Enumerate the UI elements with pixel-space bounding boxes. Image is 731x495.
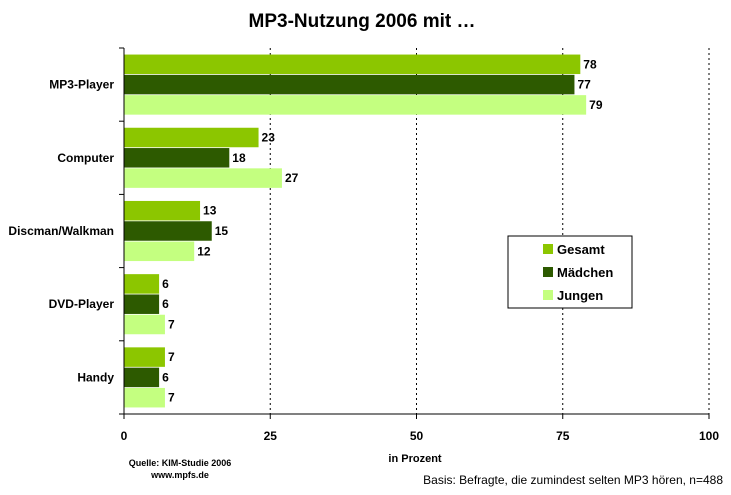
x-tick-label: 50	[410, 429, 424, 443]
bar	[124, 241, 195, 262]
bar	[124, 168, 282, 188]
bar	[124, 148, 230, 168]
source-line-1: Quelle: KIM-Studie 2006	[128, 458, 232, 468]
x-tick-label: 100	[699, 429, 719, 443]
data-label: 15	[215, 224, 229, 238]
bar	[124, 387, 165, 408]
bar	[124, 367, 160, 388]
data-label: 79	[589, 98, 603, 112]
chart-title: MP3-Nutzung 2006 mit …	[249, 11, 476, 32]
bar	[124, 274, 160, 294]
basis-note: Basis: Befragte, die zumindest selten MP…	[423, 473, 723, 487]
x-tick-label: 25	[264, 429, 278, 443]
legend-swatch	[543, 244, 553, 254]
legend-box	[507, 235, 633, 309]
data-label: 6	[162, 297, 169, 311]
legend-label: Jungen	[557, 288, 603, 303]
x-tick-label: 0	[121, 429, 128, 443]
data-label: 27	[285, 171, 299, 185]
bar	[124, 127, 259, 148]
bar	[124, 294, 160, 314]
data-label: 6	[162, 277, 169, 291]
data-label: 7	[168, 391, 175, 405]
data-label: 7	[168, 318, 175, 332]
category-label: DVD-Player	[49, 297, 115, 311]
data-label: 18	[232, 151, 246, 165]
data-label: 13	[203, 204, 217, 218]
data-label: 7	[168, 350, 175, 364]
legend-swatch	[543, 290, 553, 300]
data-label: 77	[577, 78, 591, 92]
x-tick-label: 75	[556, 429, 570, 443]
category-label: MP3-Player	[49, 78, 114, 92]
bar	[124, 347, 165, 367]
data-label: 23	[262, 131, 276, 145]
legend-label: Mädchen	[557, 265, 613, 280]
axes: 0 25 50 75 100 MP3-Player Computer Discman/Walk…	[8, 47, 719, 443]
legend-label: Gesamt	[557, 242, 605, 257]
source-note: Quelle: KIM-Studie 2006 www.mpfs.de	[120, 457, 240, 481]
source-line-2: www.mpfs.de	[151, 470, 209, 480]
bars	[124, 54, 587, 408]
bar	[124, 221, 212, 241]
data-label: 12	[197, 244, 211, 258]
bar	[124, 74, 575, 95]
category-label: Discman/Walkman	[8, 224, 114, 238]
data-label: 78	[583, 57, 597, 71]
category-label: Handy	[77, 370, 114, 384]
legend: Gesamt Mädchen Jungen	[507, 235, 633, 309]
bar	[124, 200, 201, 221]
bar	[124, 95, 587, 115]
bar	[124, 54, 581, 75]
data-label: 6	[162, 370, 169, 384]
legend-swatch	[543, 267, 553, 277]
x-axis-title: in Prozent	[388, 453, 442, 465]
bar	[124, 314, 165, 335]
category-label: Computer	[57, 151, 114, 165]
